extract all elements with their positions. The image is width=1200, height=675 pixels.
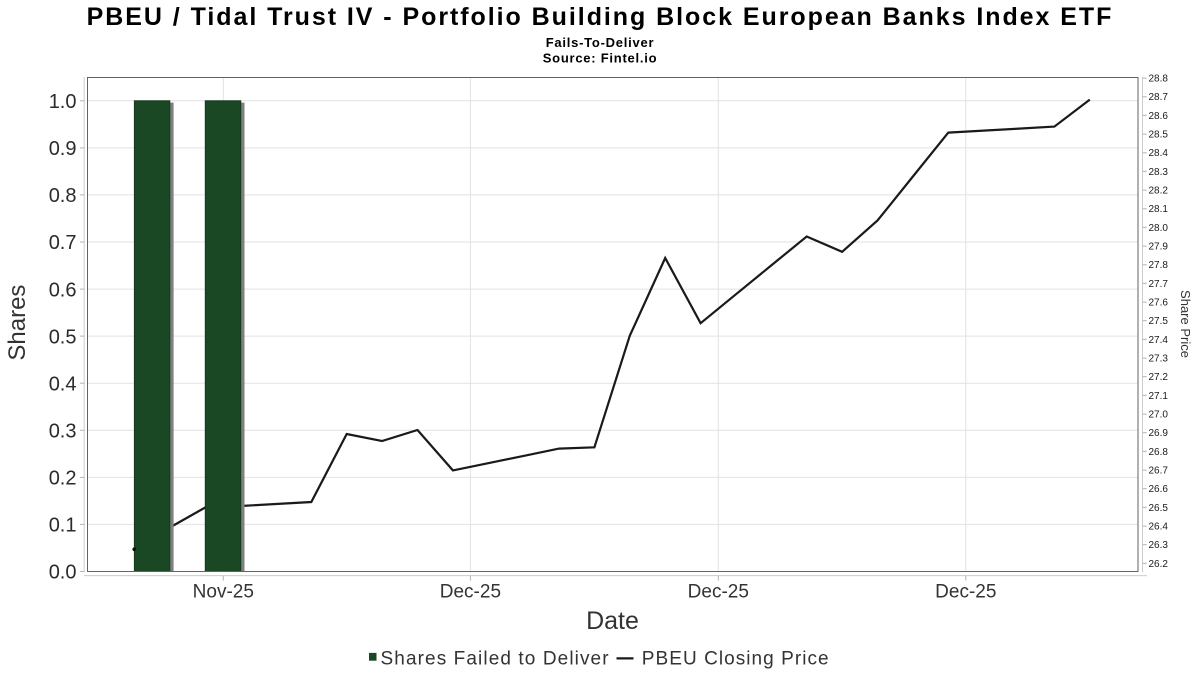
svg-text:1.0: 1.0 (49, 91, 77, 113)
svg-text:27.5: 27.5 (1149, 316, 1169, 327)
svg-text:27.8: 27.8 (1149, 260, 1169, 271)
svg-text:0.1: 0.1 (49, 515, 77, 537)
svg-text:28.3: 28.3 (1149, 167, 1169, 178)
svg-text:Dec-25: Dec-25 (935, 582, 996, 603)
svg-text:0.6: 0.6 (49, 279, 77, 301)
svg-text:27.4: 27.4 (1149, 335, 1169, 346)
svg-text:27.6: 27.6 (1149, 298, 1169, 309)
svg-text:Share Price: Share Price (1178, 290, 1193, 358)
svg-text:28.6: 28.6 (1149, 111, 1169, 122)
svg-text:27.9: 27.9 (1149, 242, 1169, 253)
svg-text:26.4: 26.4 (1149, 522, 1169, 533)
svg-text:PBEU / Tidal Trust IV - Portfo: PBEU / Tidal Trust IV - Portfolio Buildi… (87, 3, 1114, 31)
svg-text:28.5: 28.5 (1149, 130, 1169, 141)
svg-text:28.7: 28.7 (1149, 92, 1169, 103)
svg-text:Fails-To-Deliver: Fails-To-Deliver (546, 35, 655, 50)
svg-text:28.4: 28.4 (1149, 148, 1169, 159)
svg-text:27.2: 27.2 (1149, 372, 1169, 383)
svg-text:27.7: 27.7 (1149, 279, 1169, 290)
svg-text:0.4: 0.4 (49, 373, 77, 395)
svg-text:27.0: 27.0 (1149, 410, 1169, 421)
svg-text:28.8: 28.8 (1149, 74, 1169, 85)
svg-text:Source: Fintel.io: Source: Fintel.io (543, 51, 658, 66)
svg-text:27.3: 27.3 (1149, 354, 1169, 365)
svg-text:26.9: 26.9 (1149, 428, 1169, 439)
svg-text:Shares Failed to Deliver: Shares Failed to Deliver (381, 648, 610, 669)
svg-text:0.7: 0.7 (49, 232, 77, 254)
svg-text:26.6: 26.6 (1149, 484, 1169, 495)
svg-text:28.0: 28.0 (1149, 223, 1169, 234)
svg-text:26.3: 26.3 (1149, 540, 1169, 551)
svg-text:28.1: 28.1 (1149, 204, 1169, 215)
svg-text:26.8: 26.8 (1149, 447, 1169, 458)
svg-text:26.2: 26.2 (1149, 559, 1169, 570)
svg-text:0.3: 0.3 (49, 421, 77, 443)
svg-text:PBEU Closing Price: PBEU Closing Price (642, 648, 830, 669)
svg-text:27.1: 27.1 (1149, 391, 1169, 402)
svg-text:0.8: 0.8 (49, 185, 77, 207)
svg-text:26.5: 26.5 (1149, 503, 1169, 514)
svg-text:26.7: 26.7 (1149, 466, 1169, 477)
svg-text:0.5: 0.5 (49, 326, 77, 348)
svg-text:Dec-25: Dec-25 (440, 582, 501, 603)
svg-text:Nov-25: Nov-25 (193, 582, 254, 603)
svg-text:0.2: 0.2 (49, 468, 77, 490)
svg-text:0.9: 0.9 (49, 138, 77, 160)
svg-text:Date: Date (586, 607, 639, 635)
svg-text:Dec-25: Dec-25 (688, 582, 749, 603)
svg-text:Shares: Shares (4, 285, 31, 361)
svg-text:0.0: 0.0 (49, 562, 77, 584)
svg-text:28.2: 28.2 (1149, 186, 1169, 197)
